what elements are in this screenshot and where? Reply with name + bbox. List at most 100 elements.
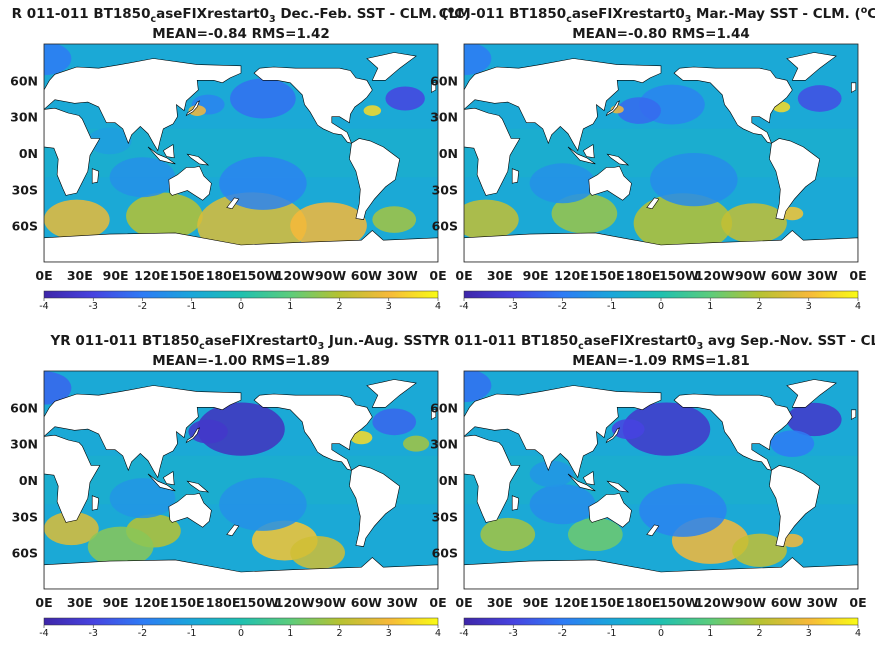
colorbar bbox=[43, 617, 439, 626]
land-mass bbox=[44, 107, 101, 196]
land-mass bbox=[464, 230, 858, 262]
mean-rms-stats: MEAN=-1.00 RMS=1.89 bbox=[152, 353, 330, 369]
colorbar-tick-label: 3 bbox=[806, 301, 812, 312]
land-mass bbox=[349, 465, 401, 547]
colorbar-tick-label: 4 bbox=[855, 628, 861, 639]
colorbar-tick-label: 2 bbox=[756, 301, 762, 312]
anomaly-region bbox=[372, 206, 417, 233]
colorbar-tick-label: 2 bbox=[336, 301, 342, 312]
colorbar-tick-label: -3 bbox=[89, 628, 98, 639]
lon-tick-label: 150W bbox=[659, 268, 699, 283]
land-mass bbox=[588, 165, 632, 201]
land-mass bbox=[511, 168, 520, 184]
land-mass bbox=[91, 495, 100, 511]
anomaly-region bbox=[797, 85, 842, 112]
lat-tick-label: 0N bbox=[19, 146, 38, 161]
colorbar-tick-label: -4 bbox=[39, 301, 48, 312]
lat-tick-label: 60N bbox=[10, 73, 38, 88]
anomaly-region bbox=[622, 402, 711, 456]
lat-tick-label: 0N bbox=[439, 473, 458, 488]
land-mass bbox=[851, 82, 857, 93]
lon-tick-label: 150W bbox=[239, 595, 279, 610]
lat-tick-label: 0N bbox=[439, 146, 458, 161]
lat-tick-label: 30N bbox=[430, 437, 458, 452]
lon-tick-label: 150W bbox=[239, 268, 279, 283]
lon-tick-label: 60W bbox=[771, 268, 802, 283]
colorbar-tick-label: -3 bbox=[509, 301, 518, 312]
land-mass bbox=[168, 492, 212, 528]
lat-tick-label: 60S bbox=[12, 219, 38, 234]
anomaly-region bbox=[633, 193, 733, 254]
lon-tick-label: 180E bbox=[206, 268, 241, 283]
panel-title: YR 011-011 BT1850caseFIXrestart03 Jun.-A… bbox=[49, 333, 432, 352]
land-mass bbox=[44, 557, 438, 589]
anomaly-region bbox=[529, 484, 596, 525]
colorbar-tick-label: -1 bbox=[607, 301, 616, 312]
lon-tick-label: 0E bbox=[429, 595, 446, 610]
land-mass bbox=[588, 492, 632, 528]
land-mass bbox=[582, 143, 595, 159]
lon-tick-label: 180E bbox=[626, 595, 661, 610]
colorbar-tick-label: 3 bbox=[386, 628, 392, 639]
anomaly-region bbox=[551, 193, 618, 234]
land-mass bbox=[253, 393, 373, 471]
anomaly-region bbox=[126, 192, 203, 240]
anomaly-region bbox=[219, 156, 307, 210]
colorbar-tick-label: 4 bbox=[435, 301, 441, 312]
lon-tick-label: 150W bbox=[659, 595, 699, 610]
land-mass bbox=[769, 138, 821, 220]
lon-tick-label: 150E bbox=[170, 595, 205, 610]
lat-tick-label: 60N bbox=[430, 73, 458, 88]
lon-tick-label: 0E bbox=[849, 595, 866, 610]
land-mass bbox=[464, 434, 521, 523]
lon-tick-label: 30E bbox=[67, 268, 93, 283]
lat-tick-label: 30N bbox=[10, 110, 38, 125]
panel-bottom-right: YR 011-011 BT1850caseFIXrestart03 avg Se… bbox=[428, 333, 875, 639]
land-mass bbox=[786, 379, 837, 408]
colorbar-tick-label: 2 bbox=[336, 628, 342, 639]
lon-tick-label: 30E bbox=[487, 268, 513, 283]
land-mass bbox=[44, 385, 242, 479]
lon-tick-label: 90W bbox=[315, 595, 346, 610]
colorbar-tick-label: 0 bbox=[658, 301, 664, 312]
land-mass bbox=[851, 409, 857, 420]
land-mass bbox=[185, 100, 200, 117]
land-mass bbox=[147, 473, 176, 492]
lon-tick-label: 180E bbox=[626, 268, 661, 283]
lon-tick-label: 120W bbox=[695, 268, 735, 283]
anomaly-region bbox=[567, 517, 623, 552]
land-mass bbox=[431, 409, 437, 420]
land-mass bbox=[44, 434, 101, 523]
colorbar-tick-label: -1 bbox=[187, 301, 196, 312]
colorbar-tick-label: -3 bbox=[89, 301, 98, 312]
land-mass bbox=[162, 143, 175, 159]
mean-rms-stats: MEAN=-1.09 RMS=1.81 bbox=[572, 353, 750, 369]
lon-tick-label: 60W bbox=[351, 268, 382, 283]
anomaly-region bbox=[109, 157, 176, 198]
land-mass bbox=[646, 197, 660, 210]
lat-tick-label: 30S bbox=[432, 509, 458, 524]
anomaly-region bbox=[363, 105, 382, 116]
colorbar-tick-label: 0 bbox=[238, 628, 244, 639]
land-mass bbox=[464, 58, 662, 152]
anomaly-region bbox=[402, 435, 430, 452]
map-frame bbox=[463, 370, 859, 590]
colorbar-tick-label: 4 bbox=[435, 628, 441, 639]
land-mass bbox=[567, 473, 596, 492]
lat-tick-label: 60S bbox=[432, 546, 458, 561]
colorbar-tick-label: -3 bbox=[509, 628, 518, 639]
anomaly-region bbox=[290, 202, 367, 249]
lon-tick-label: 60W bbox=[771, 595, 802, 610]
colorbar-tick-label: 3 bbox=[806, 628, 812, 639]
land-mass bbox=[147, 146, 176, 165]
panel-title: CLM-011 BT1850caseFIXrestart03 Mar.-May … bbox=[439, 5, 875, 25]
lat-tick-label: 30S bbox=[12, 509, 38, 524]
land-mass bbox=[606, 480, 630, 493]
anomaly-region bbox=[188, 105, 206, 116]
panel-top-left: R 011-011 BT1850caseFIXrestart03 Dec.-Fe… bbox=[10, 5, 470, 312]
anomaly-region bbox=[617, 97, 661, 124]
lon-tick-label: 30W bbox=[807, 268, 838, 283]
lon-tick-label: 30W bbox=[387, 595, 418, 610]
lon-tick-label: 0E bbox=[455, 595, 472, 610]
